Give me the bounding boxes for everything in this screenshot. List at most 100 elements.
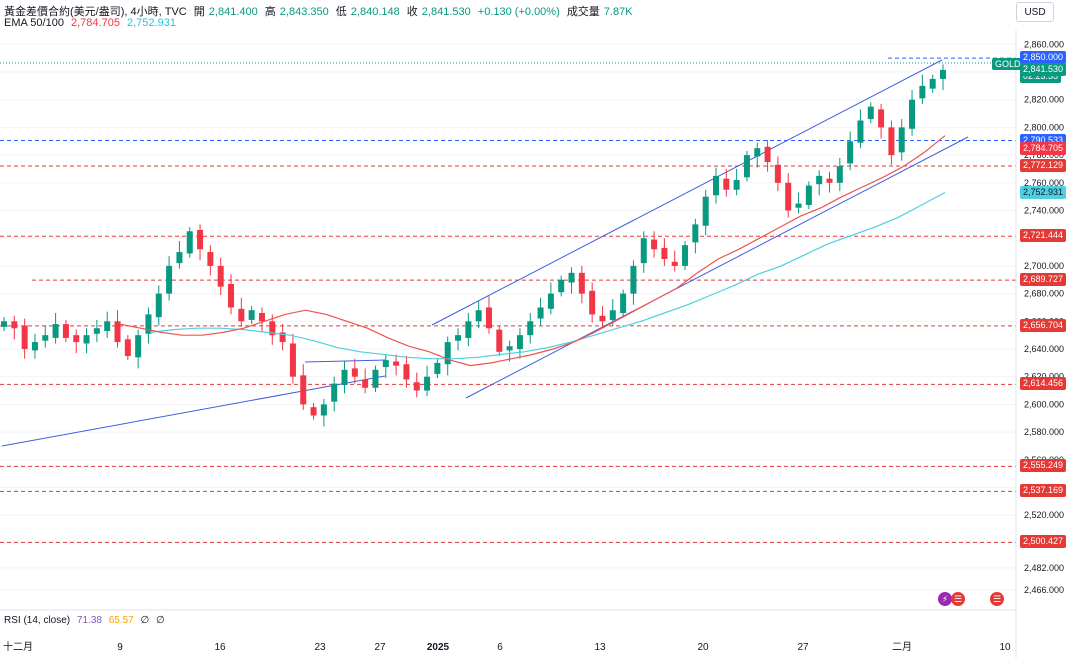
candle-body (248, 310, 255, 320)
x-tick-label: 2025 (427, 642, 450, 653)
ema-label: EMA 50/100 (4, 17, 64, 29)
candle-body (578, 272, 585, 294)
candle-body (31, 342, 38, 351)
ema50-value: 2,784.705 (71, 17, 120, 29)
x-tick-label: 十二月 (3, 640, 33, 653)
price-level-label: 2,500.427 (1020, 535, 1067, 549)
candle-body (609, 310, 616, 320)
lightning-event-icon[interactable]: ⚡ (938, 592, 952, 606)
candle-body (589, 290, 596, 315)
x-tick-label: 6 (497, 642, 503, 653)
candle-body (176, 252, 183, 264)
candle-body (465, 321, 472, 338)
candle-body (785, 182, 792, 211)
change-value: +0.130 (+0.00%) (477, 6, 560, 18)
candle-body (857, 120, 864, 143)
x-tick-label: 9 (117, 642, 123, 653)
us-flag-event-icon-2[interactable]: ☰ (990, 592, 1004, 606)
x-tick-label: 27 (797, 642, 809, 653)
price-level-label: 2,784.705 (1020, 141, 1067, 155)
candle-body (651, 239, 658, 250)
y-tick-label: 2,760.000 (1024, 178, 1064, 188)
open-label: 開 (193, 6, 205, 18)
candle-body (279, 332, 286, 343)
x-tick-label: 16 (214, 642, 226, 653)
rsi-extra-1: ∅ (140, 615, 150, 626)
candle-body (289, 343, 296, 377)
candle-body (620, 293, 627, 313)
candle-body (743, 155, 750, 178)
candle-body (42, 335, 49, 341)
x-tick-label: 13 (594, 642, 606, 653)
candle-body (847, 141, 854, 164)
candle-body (382, 360, 389, 368)
high-value: 2,843.350 (279, 6, 329, 18)
candle-body (516, 335, 523, 350)
candle-body (599, 315, 606, 322)
candle-body (836, 166, 843, 183)
candle-body (331, 383, 338, 402)
candle-body (919, 85, 926, 99)
candle-body (795, 203, 802, 208)
candle-body (238, 308, 245, 322)
ema100-value: 2,752.931 (127, 17, 176, 29)
symbol-title: 黃金差價合約(美元/盎司), 4小時, TVC (4, 6, 187, 18)
price-level-label: 2,656.704 (1020, 318, 1067, 332)
ema-header: EMA 50/100 2,784.705 2,752.931 (4, 17, 180, 29)
candle-body (217, 265, 224, 287)
candle-body (197, 229, 204, 250)
price-level-label: 2,555.249 (1020, 459, 1067, 473)
candle-body (310, 407, 317, 416)
rsi-extra-2: ∅ (156, 615, 165, 626)
high-label: 高 (264, 6, 276, 18)
currency-button[interactable]: USD (1016, 2, 1054, 22)
candle-body (341, 369, 348, 386)
candle-body (671, 261, 678, 266)
rsi-value: 71.38 (76, 615, 102, 626)
price-level-label: 2,772.129 (1020, 159, 1067, 172)
us-flag-event-icon[interactable]: ☰ (951, 592, 965, 606)
candle-body (351, 368, 358, 377)
close-label: 收 (406, 6, 418, 18)
candle-body (764, 146, 771, 163)
volume-label: 成交量 (566, 6, 600, 18)
candle-body (403, 364, 410, 380)
candle-body (11, 321, 18, 329)
low-label: 低 (335, 6, 347, 18)
x-tick-label: 二月 (892, 641, 912, 653)
candle-body (434, 362, 441, 374)
y-tick-label: 2,640.000 (1024, 344, 1064, 354)
candle-body (114, 321, 121, 343)
close-value: 2,841.530 (421, 6, 471, 18)
ema100-line (149, 191, 946, 360)
candle-body (207, 252, 214, 266)
candle-body (506, 346, 513, 351)
y-tick-label: 2,860.000 (1024, 39, 1064, 49)
price-level-label: 2,537.169 (1020, 484, 1067, 498)
open-value: 2,841.400 (208, 6, 258, 18)
symbol-header: 黃金差價合約(美元/盎司), 4小時, TVC 開 2,841.400 高 2,84… (4, 3, 637, 19)
y-tick-label: 2,800.000 (1024, 122, 1064, 132)
candle-body (940, 69, 946, 79)
candle-body (455, 335, 462, 341)
y-tick-label: 2,580.000 (1024, 427, 1064, 437)
candle-body (104, 321, 111, 332)
support-trendline (1, 375, 386, 447)
candle-body (393, 361, 400, 366)
candle-body (816, 175, 823, 185)
candle-body (733, 180, 740, 190)
candle-body (155, 293, 162, 318)
candle-body (692, 224, 699, 243)
x-tick-label: 20 (697, 642, 709, 653)
ema50-line (119, 135, 946, 367)
volume-value: 7.87K (603, 6, 633, 18)
low-value: 2,840.148 (350, 6, 400, 18)
candle-body (444, 342, 451, 365)
candle-body (258, 313, 265, 322)
candle-body (485, 307, 492, 329)
channel-lower-line (465, 136, 969, 399)
price-level-label: 2,752.931 (1020, 185, 1067, 199)
candle-body (712, 175, 719, 196)
candle-body (372, 369, 379, 388)
